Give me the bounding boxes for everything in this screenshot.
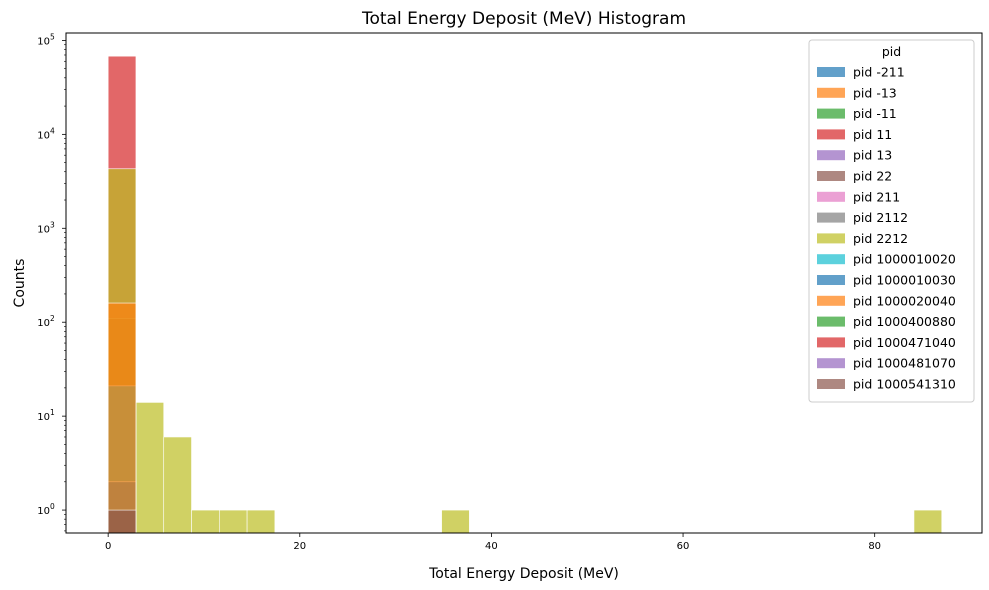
legend-label: pid 22: [853, 169, 892, 184]
histogram-bar: [246, 509, 276, 534]
legend-item: pid 211: [817, 189, 900, 204]
legend-item: pid 11: [817, 127, 892, 142]
y-tick-label: 103: [37, 220, 55, 235]
legend-item: pid -11: [817, 106, 897, 121]
histogram-bar: [191, 509, 220, 534]
legend-item: pid 13: [817, 148, 892, 163]
histogram-bar: [163, 436, 192, 534]
legend-item: pid 2212: [817, 231, 908, 246]
legend-swatch: [817, 379, 845, 389]
chart-title: Total Energy Deposit (MeV) Histogram: [361, 9, 686, 29]
x-axis: 0 20 40 60 80: [105, 533, 881, 552]
y-tick-label: 100: [37, 502, 55, 517]
plot-frame: [65, 32, 983, 534]
y-axis: 100 101 102 103 104 105: [37, 32, 66, 532]
legend-label: pid 13: [853, 148, 892, 163]
histogram-bar: [913, 509, 943, 534]
legend-title: pid: [882, 44, 901, 59]
legend-label: pid 1000010020: [853, 252, 956, 267]
legend-label: pid 2112: [853, 210, 908, 225]
legend-label: pid -211: [853, 65, 905, 80]
legend-label: pid 11: [853, 127, 892, 142]
legend-items: pid -211 pid -13 pid -11 pid 11 pid 13 pid 22…: [817, 65, 956, 392]
legend-swatch: [817, 108, 845, 119]
histogram-bar: [107, 509, 137, 534]
legend-label: pid 1000010030: [853, 273, 956, 288]
y-tick-label: 104: [37, 126, 55, 141]
legend-swatch: [817, 129, 845, 140]
legend-swatch: [817, 295, 845, 306]
legend-item: pid -13: [817, 85, 897, 100]
legend-swatch: [817, 212, 845, 223]
y-axis-label: Counts: [12, 259, 28, 308]
legend-swatch: [817, 67, 845, 77]
histogram-bar: [219, 509, 248, 534]
legend-swatch: [817, 254, 845, 265]
y-tick-label: 101: [37, 408, 55, 423]
x-tick-label: 60: [677, 541, 690, 552]
legend-label: pid 1000541310: [853, 377, 956, 392]
legend-label: pid 211: [853, 189, 900, 204]
legend-box: [808, 39, 975, 403]
legend-swatch: [817, 358, 845, 369]
legend-swatch: [817, 191, 845, 202]
x-tick-label: 20: [293, 541, 306, 552]
legend-label: pid -11: [853, 106, 897, 121]
legend-item: pid 1000010020: [817, 252, 956, 267]
legend-swatch: [817, 171, 845, 181]
histogram-bar: [441, 509, 470, 534]
histogram-bar: [107, 302, 137, 534]
x-axis-label: Total Energy Deposit (MeV): [428, 566, 619, 582]
legend-item: pid 1000020040: [817, 293, 956, 308]
legend-swatch: [817, 150, 845, 161]
legend-item: pid 1000471040: [817, 335, 956, 350]
legend-item: pid 1000010030: [817, 273, 956, 288]
legend-item: pid 1000481070: [817, 356, 956, 371]
bars-layer: [107, 55, 943, 534]
legend-item: pid -211: [817, 65, 905, 80]
legend-label: pid 2212: [853, 231, 908, 246]
legend-label: pid 1000471040: [853, 335, 956, 350]
legend-item: pid 22: [817, 169, 892, 184]
legend-swatch: [817, 337, 845, 348]
legend-swatch: [817, 316, 845, 327]
legend-label: pid 1000400880: [853, 314, 956, 329]
legend-label: pid 1000481070: [853, 356, 956, 371]
legend-swatch: [817, 233, 845, 244]
legend-item: pid 1000541310: [817, 377, 956, 392]
legend-swatch: [817, 275, 845, 285]
y-tick-label: 105: [37, 32, 55, 47]
legend-label: pid -13: [853, 85, 897, 100]
histogram-bar: [135, 402, 165, 534]
legend-item: pid 1000400880: [817, 314, 956, 329]
x-tick-label: 40: [485, 541, 498, 552]
legend-item: pid 2112: [817, 210, 908, 225]
x-tick-label: 80: [868, 541, 881, 552]
legend-swatch: [817, 87, 845, 98]
legend-label: pid 1000020040: [853, 293, 956, 308]
x-tick-label: 0: [105, 541, 111, 552]
y-tick-label: 102: [37, 314, 55, 329]
